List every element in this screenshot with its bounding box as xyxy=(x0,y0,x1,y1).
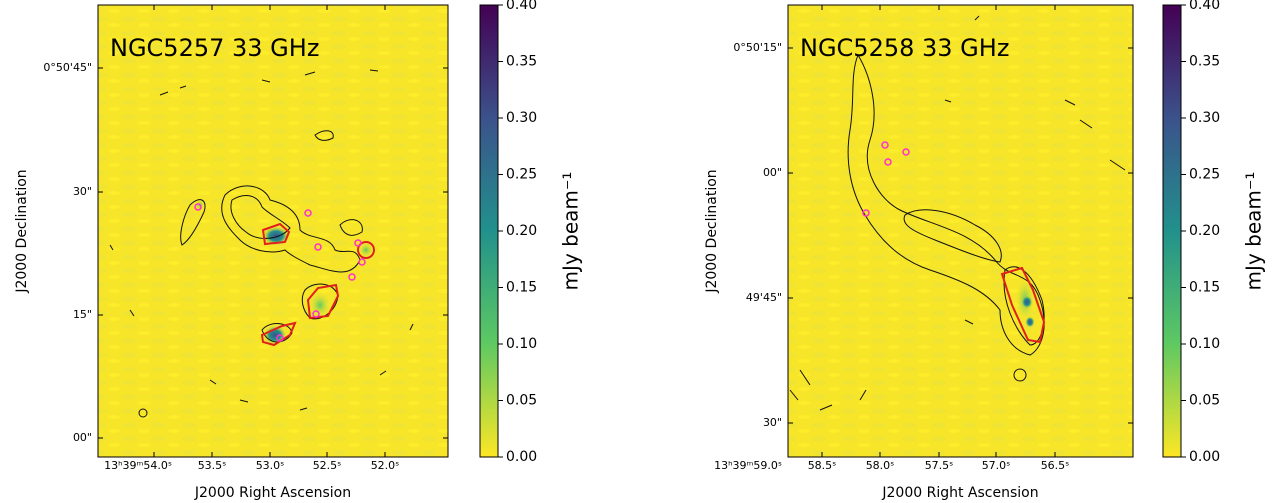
x-tick-label: 53.0ˢ xyxy=(256,459,285,472)
colorbar-label: mJy beam⁻¹ xyxy=(559,172,583,291)
y-axis-label: J2000 Declination xyxy=(14,169,30,293)
colorbar xyxy=(1162,4,1182,458)
x-tick-label: 13ʰ39ᵐ54.0ˢ xyxy=(104,459,172,472)
colorbar-tick-label: 0.25 xyxy=(1189,167,1220,183)
colorbar-tick-label: 0.40 xyxy=(506,0,537,13)
colorbar-tick-label: 0.05 xyxy=(1189,393,1220,409)
colorbar-tick-label: 0.10 xyxy=(1189,336,1220,352)
x-tick-label: 56.5ˢ xyxy=(1041,459,1070,472)
y-tick-label: 00" xyxy=(73,431,92,444)
x-tick-label: 52.5ˢ xyxy=(313,459,342,472)
y-tick-label: 30" xyxy=(73,185,92,198)
image-panel xyxy=(97,4,449,458)
x-tick-label: 57.5ˢ xyxy=(925,459,954,472)
colorbar-tick-label: 0.35 xyxy=(1189,54,1220,70)
y-tick-label: 30" xyxy=(763,416,782,429)
colorbar-tick-label: 0.20 xyxy=(1189,223,1220,239)
colorbar-tick-label: 0.20 xyxy=(506,223,537,239)
colorbar-tick-label: 0.25 xyxy=(506,167,537,183)
y-axis-label: J2000 Declination xyxy=(704,169,720,293)
colorbar-tick-label: 0.40 xyxy=(1189,0,1220,13)
y-tick-label: 49'45" xyxy=(746,291,782,304)
colorbar-label: mJy beam⁻¹ xyxy=(1242,172,1266,291)
y-tick-label: 00" xyxy=(763,166,782,179)
x-axis-label: J2000 Right Ascension xyxy=(881,485,1038,501)
x-tick-label: 58.0ˢ xyxy=(866,459,895,472)
y-tick-label: 0°50'15" xyxy=(733,41,782,54)
colorbar-tick-label: 0.00 xyxy=(506,449,537,465)
y-tick-label: 15" xyxy=(73,308,92,321)
panel-title: NGC5258 33 GHz xyxy=(800,34,1009,62)
x-axis-label: J2000 Right Ascension xyxy=(194,485,351,501)
colorbar-tick-label: 0.15 xyxy=(1189,280,1220,296)
colorbar-tick-label: 0.05 xyxy=(506,393,537,409)
panel-title: NGC5257 33 GHz xyxy=(110,34,319,62)
x-tick-label: 53.5ˢ xyxy=(198,459,227,472)
colorbar-tick-label: 0.15 xyxy=(506,280,537,296)
x-tick-label: 52.0ˢ xyxy=(371,459,400,472)
colorbar-tick-label: 0.30 xyxy=(506,110,537,126)
x-tick-label: 57.0ˢ xyxy=(982,459,1011,472)
colorbar-tick-label: 0.00 xyxy=(1189,449,1220,465)
colorbar-tick-label: 0.10 xyxy=(506,336,537,352)
colorbar-tick-label: 0.30 xyxy=(1189,110,1220,126)
x-tick-label: 13ʰ39ᵐ59.0ˢ xyxy=(714,459,782,472)
colorbar-tick-label: 0.35 xyxy=(506,54,537,70)
colorbar xyxy=(479,4,499,458)
x-tick-label: 58.5ˢ xyxy=(808,459,837,472)
y-tick-label: 0°50'45" xyxy=(43,61,92,74)
image-panel xyxy=(787,4,1134,458)
